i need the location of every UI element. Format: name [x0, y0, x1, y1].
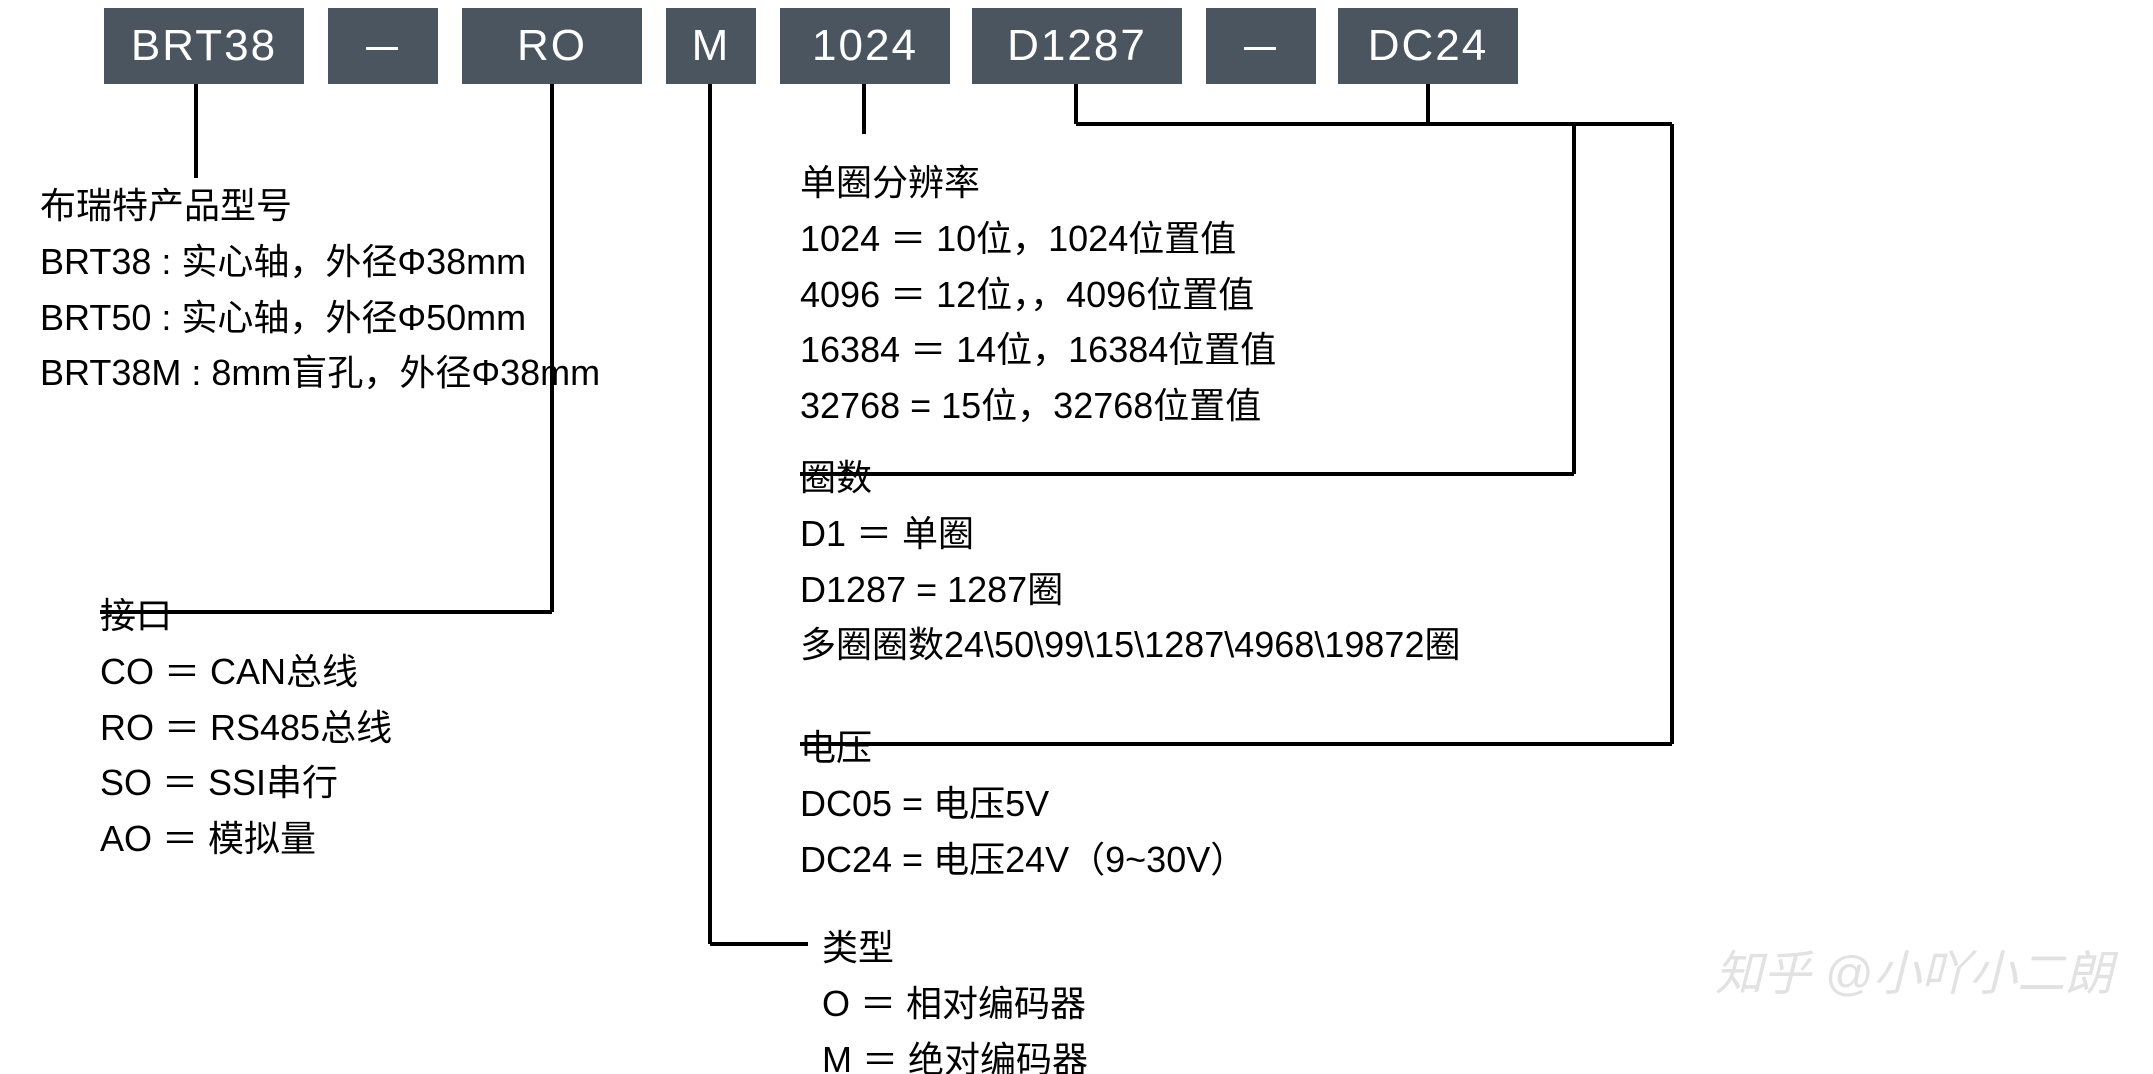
- code-segment-b8: DC24: [1338, 8, 1518, 84]
- code-segment-b2: －: [328, 8, 438, 84]
- desc-g1: 布瑞特产品型号 BRT38 : 实心轴，外径Φ38mm BRT50 : 实心轴，…: [40, 178, 600, 401]
- connector-h: [800, 742, 1672, 746]
- code-segment-b3: RO: [462, 8, 642, 84]
- connector-h: [710, 942, 808, 946]
- connector-v: [1572, 124, 1576, 474]
- connector-h: [800, 472, 1574, 476]
- connector-v: [1670, 124, 1674, 744]
- code-segment-b5: 1024: [780, 8, 950, 84]
- watermark: 知乎 @小吖小二朗: [1715, 934, 2113, 1004]
- desc-g2: 接口 CO ＝ CAN总线 RO ＝ RS485总线 SO ＝ SSI串行 AO…: [100, 588, 392, 867]
- connector-h: [1428, 122, 1672, 126]
- code-segment-b4: M: [666, 8, 756, 84]
- connector-v: [194, 84, 198, 178]
- connector-v: [1426, 84, 1430, 124]
- connector-v: [708, 84, 712, 944]
- desc-g3: 类型 O ＝ 相对编码器 M ＝ 绝对编码器: [822, 920, 1088, 1074]
- connector-v: [862, 84, 866, 134]
- code-segment-b6: D1287: [972, 8, 1182, 84]
- code-segment-b1: BRT38: [104, 8, 304, 84]
- code-segment-b7: －: [1206, 8, 1316, 84]
- desc-g5: 圈数 D1 ＝ 单圈 D1287 = 1287圈 多圈圈数24\50\99\15…: [800, 450, 1460, 673]
- connector-h: [100, 610, 552, 614]
- desc-g4: 单圈分辨率 1024 ＝ 10位，1024位置值 4096 ＝ 12位，，409…: [800, 155, 1276, 434]
- connector-v: [1074, 84, 1078, 124]
- connector-v: [550, 84, 554, 612]
